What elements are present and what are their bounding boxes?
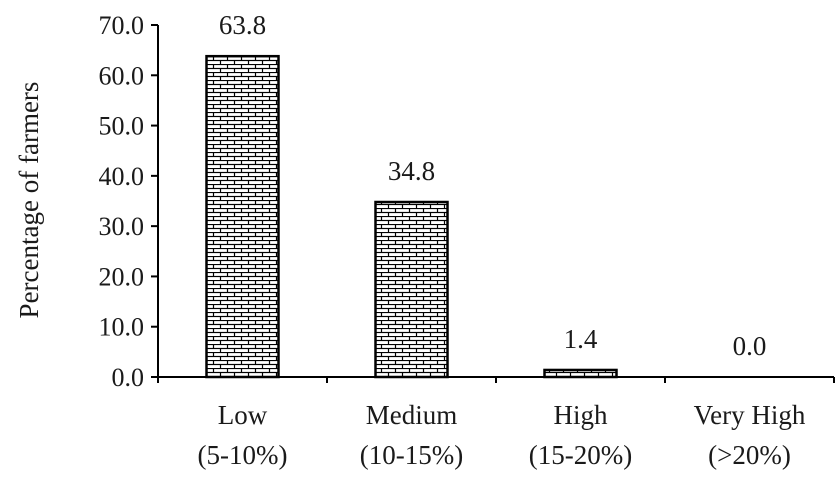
y-tick-label: 50.0 (99, 112, 145, 141)
data-label: 1.4 (564, 324, 598, 354)
category-label-line1: Very High (694, 400, 806, 430)
y-tick-label: 30.0 (99, 212, 145, 241)
y-axis-label-group: Percentage of farmers (14, 82, 44, 319)
category-label-line1: Low (218, 400, 268, 430)
y-tick-label: 60.0 (99, 61, 145, 90)
y-tick-label: 10.0 (99, 313, 145, 342)
bar (205, 54, 280, 379)
category-label-line2: (>20%) (708, 440, 791, 470)
y-tick-label: 40.0 (99, 162, 145, 191)
data-labels: 63.8 34.8 1.4 0.0 (219, 10, 767, 361)
category-label-line2: (5-10%) (198, 440, 288, 470)
category-label-line2: (15-20%) (529, 440, 632, 470)
y-tick-label: 70.0 (99, 11, 145, 40)
x-axis-labels: Low (5-10%) Medium (10-15%) High (15-20%) Very… (198, 400, 806, 470)
bars (205, 54, 618, 379)
bar (374, 200, 449, 379)
y-axis-label: Percentage of farmers (14, 82, 44, 319)
category-label-line1: Medium (366, 400, 458, 430)
data-label: 63.8 (219, 10, 266, 40)
bar (543, 368, 618, 379)
y-tick-label: 0.0 (112, 363, 145, 392)
y-tick-label: 20.0 (99, 262, 145, 291)
category-label-line1: High (554, 400, 609, 430)
data-label: 0.0 (733, 331, 767, 361)
category-label-line2: (10-15%) (360, 440, 463, 470)
data-label: 34.8 (388, 156, 435, 186)
y-axis-ticks: 0.0 10.0 20.0 30.0 40.0 50.0 60.0 70.0 (99, 11, 158, 392)
